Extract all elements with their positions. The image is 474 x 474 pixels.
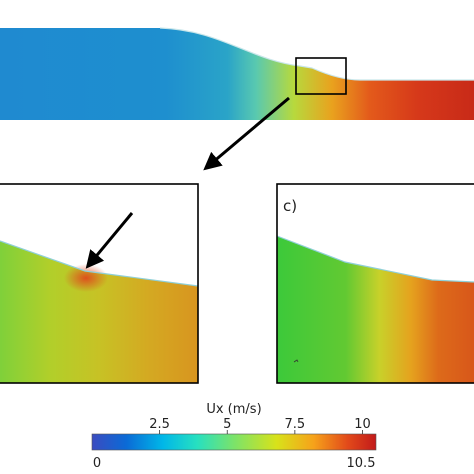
colorbar-tick-label: 5 — [223, 417, 231, 432]
channel-velocity-field — [0, 28, 474, 120]
zoom-arrow — [203, 96, 290, 171]
panel-c-label: c) — [283, 197, 297, 215]
colorbar-title: Ux (m/s) — [206, 402, 261, 417]
zoom-region-box — [295, 57, 347, 95]
panel-c-field — [277, 236, 474, 383]
panel-c-small-mark — [293, 359, 299, 363]
colorbar-tick-label: 7.5 — [285, 417, 306, 432]
panel-c: c) — [276, 183, 474, 384]
panel-b-frame — [0, 183, 199, 384]
panel-b-surface-line — [0, 240, 199, 287]
panel-b-field — [0, 241, 198, 383]
colorbar: Ux (m/s) 2.5 5 7.5 10 0 10.5 — [91, 402, 377, 471]
colorbar-tick-label: 10 — [354, 417, 371, 432]
panel-c-frame — [276, 183, 474, 384]
panel-b — [0, 183, 199, 384]
colorbar-gradient — [91, 433, 377, 451]
colorbar-max-label: 10.5 — [347, 456, 376, 471]
colorbar-ticks: 2.5 5 7.5 10 — [149, 417, 371, 434]
panel-b-hotspot — [64, 264, 108, 292]
colorbar-tick-label: 2.5 — [149, 417, 170, 432]
panel-c-surface-line — [276, 235, 474, 283]
colorbar-min-label: 0 — [93, 456, 101, 471]
panel-b-arrow — [85, 212, 134, 269]
